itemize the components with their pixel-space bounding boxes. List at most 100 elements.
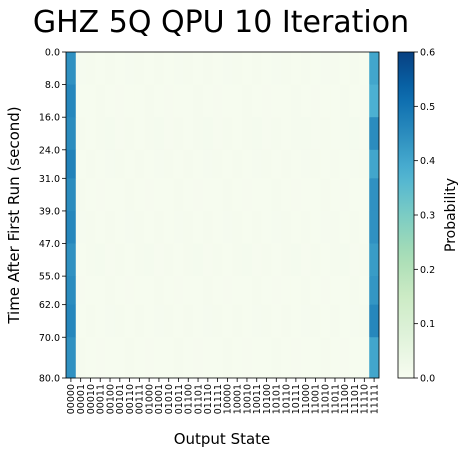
heatmap-cell bbox=[290, 243, 302, 277]
heatmap-cell bbox=[251, 117, 263, 151]
colorbar-tick-label: 0.2 bbox=[420, 265, 435, 276]
heatmap-cell bbox=[320, 117, 331, 151]
heatmap-cell bbox=[173, 117, 184, 151]
y-tick-label: 80.0 bbox=[39, 374, 60, 385]
heatmap-cell bbox=[75, 276, 86, 306]
heatmap-cell bbox=[75, 117, 86, 151]
colorbar-ticks: 0.0 0.1 0.2 0.3 0.4 0.5 0.6 bbox=[414, 48, 435, 385]
heatmap-cell bbox=[105, 178, 116, 212]
heatmap-cell bbox=[95, 178, 106, 212]
heatmap-cell bbox=[320, 210, 331, 244]
heatmap-cell bbox=[95, 243, 106, 277]
heatmap-cell bbox=[114, 337, 126, 379]
heatmap-cell bbox=[144, 84, 155, 118]
heatmap-cell bbox=[222, 337, 233, 379]
heatmap-cell bbox=[95, 276, 106, 306]
y-tick-label: 31.0 bbox=[39, 174, 60, 185]
x-tick-label: 01001 bbox=[154, 384, 165, 414]
heatmap-cell bbox=[114, 84, 126, 118]
heatmap-cell bbox=[330, 117, 341, 151]
x-tick-label: 01010 bbox=[164, 384, 175, 414]
heatmap-cell bbox=[232, 276, 243, 306]
heatmap-cell bbox=[349, 304, 360, 338]
heatmap-cell bbox=[105, 210, 116, 244]
heatmap-cell bbox=[144, 304, 155, 338]
heatmap-cell bbox=[290, 276, 302, 306]
heatmap-cell bbox=[271, 117, 282, 151]
heatmap-cell bbox=[339, 276, 351, 306]
heatmap-cell bbox=[183, 117, 194, 151]
heatmap-cell bbox=[251, 178, 263, 212]
x-tick-label: 11001 bbox=[311, 384, 322, 414]
heatmap-cell bbox=[300, 178, 311, 212]
x-tick-label: 11101 bbox=[350, 384, 361, 414]
heatmap-cell bbox=[163, 337, 174, 379]
heatmap-cell bbox=[290, 304, 302, 338]
heatmap-cell bbox=[124, 276, 135, 306]
heatmap-cell bbox=[163, 243, 174, 277]
heatmap-cell bbox=[173, 84, 184, 118]
heatmap-cell bbox=[124, 117, 135, 151]
heatmap-cell bbox=[320, 304, 331, 338]
heatmap-cell bbox=[134, 149, 145, 179]
heatmap-cell bbox=[134, 178, 145, 212]
heatmap-cell bbox=[114, 117, 126, 151]
heatmap-cell bbox=[85, 149, 96, 179]
heatmap-cell bbox=[114, 52, 126, 85]
heatmap-cell bbox=[261, 149, 272, 179]
x-tick-label: 10111 bbox=[291, 384, 302, 414]
heatmap-cell bbox=[134, 304, 145, 338]
heatmap-cell bbox=[349, 52, 360, 85]
heatmap-cell bbox=[359, 276, 370, 306]
heatmap-cell bbox=[310, 84, 321, 118]
heatmap-cell bbox=[193, 243, 204, 277]
x-tick-label: 10000 bbox=[223, 384, 234, 414]
colorbar-tick-label: 0.3 bbox=[420, 211, 435, 222]
heatmap-cell bbox=[105, 149, 116, 179]
heatmap-cell bbox=[144, 243, 155, 277]
heatmap-cell bbox=[222, 243, 233, 277]
heatmap-cell bbox=[173, 337, 184, 379]
heatmap-cell bbox=[310, 178, 321, 212]
heatmap-cell bbox=[183, 304, 194, 338]
heatmap-cell bbox=[222, 276, 233, 306]
heatmap-cell bbox=[359, 337, 370, 379]
heatmap-cell bbox=[173, 52, 184, 85]
heatmap-cell bbox=[261, 243, 272, 277]
y-tick-label: 47.0 bbox=[39, 239, 60, 250]
heatmap-cell bbox=[154, 304, 165, 338]
heatmap-cell bbox=[144, 178, 155, 212]
heatmap-cell bbox=[193, 84, 204, 118]
heatmap-cell bbox=[134, 337, 145, 379]
heatmap-cell bbox=[202, 337, 214, 379]
heatmap-cell bbox=[95, 149, 106, 179]
heatmap-cell bbox=[330, 210, 341, 244]
heatmap-cell bbox=[202, 210, 214, 244]
heatmap-cell bbox=[105, 52, 116, 85]
heatmap-cell bbox=[114, 304, 126, 338]
heatmap-cell bbox=[251, 337, 263, 379]
heatmap-cell bbox=[261, 84, 272, 118]
x-tick-label: 00110 bbox=[125, 384, 136, 414]
heatmap-cell bbox=[66, 304, 77, 338]
heatmap-cell bbox=[134, 117, 145, 151]
heatmap-cell bbox=[134, 243, 145, 277]
heatmap-cell bbox=[212, 304, 223, 338]
heatmap-cell bbox=[232, 243, 243, 277]
heatmap-cell bbox=[320, 52, 331, 85]
x-axis-ticks: 0000000001000100001100100001010011000111… bbox=[66, 378, 380, 414]
heatmap-cell bbox=[290, 337, 302, 379]
heatmap-cell bbox=[163, 52, 174, 85]
heatmap-cell bbox=[85, 337, 96, 379]
heatmap-cell bbox=[163, 117, 174, 151]
x-tick-label: 01110 bbox=[203, 384, 214, 414]
heatmap-cell bbox=[320, 337, 331, 379]
heatmap-cell bbox=[300, 304, 311, 338]
heatmap-cell bbox=[66, 52, 77, 85]
heatmap-cell bbox=[105, 243, 116, 277]
heatmap-cell bbox=[330, 276, 341, 306]
heatmap-cell bbox=[349, 337, 360, 379]
heatmap-cell bbox=[310, 149, 321, 179]
heatmap-cell bbox=[85, 210, 96, 244]
